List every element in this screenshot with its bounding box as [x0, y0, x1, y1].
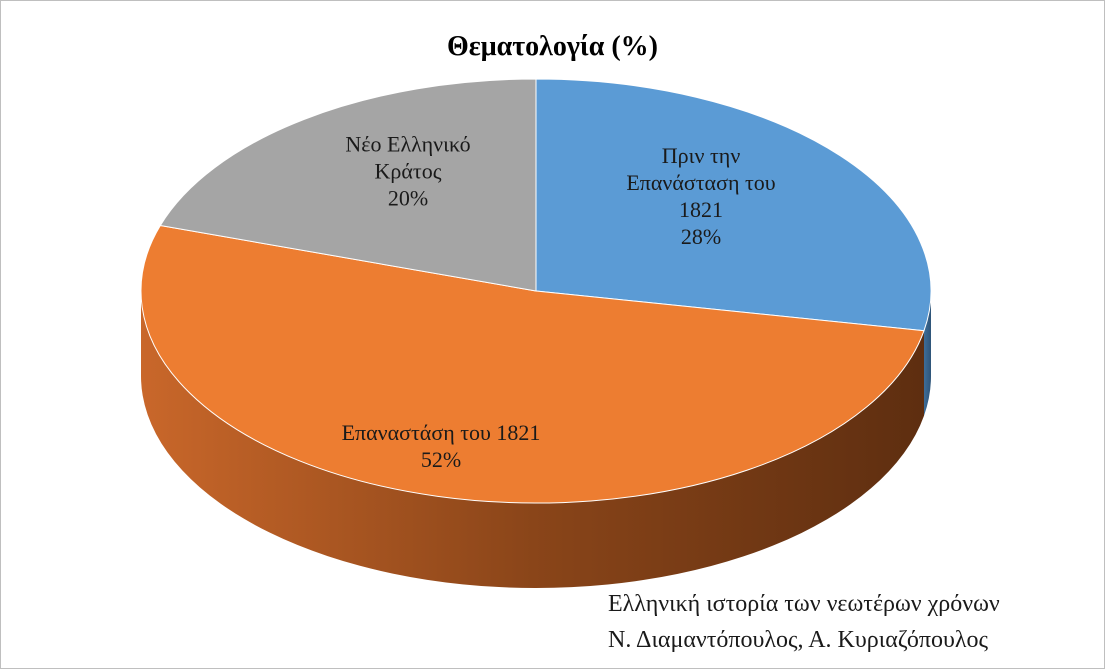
data-label: Επαναστάση του 1821 52% — [341, 419, 541, 473]
source-note: Ν. Διαμαντόπουλος, Α. Κυριαζόπουλος — [608, 627, 988, 653]
category-label: Επαναστάση του 1821 — [341, 420, 541, 445]
value-label: 28% — [680, 224, 722, 249]
pie-slice — [535, 78, 932, 332]
category-label: Πριν την Επανάσταση του 1821 — [626, 143, 776, 222]
pie-slice — [159, 78, 537, 292]
pie-slice — [140, 224, 925, 504]
value-label: 52% — [420, 447, 462, 472]
data-label: Νέο Ελληνικό Κράτος 20% — [318, 131, 498, 212]
data-label: Πριν την Επανάσταση του 1821 28% — [606, 142, 796, 250]
source-note: Ελληνική ιστορία των νεωτέρων χρόνων — [608, 591, 1000, 617]
pie-slice-side — [141, 291, 925, 588]
pie-slice-side — [924, 291, 931, 416]
chart-title: Θεματολογία (%) — [447, 31, 658, 62]
category-label: Νέο Ελληνικό Κράτος — [345, 131, 471, 184]
value-label: 20% — [387, 185, 429, 211]
